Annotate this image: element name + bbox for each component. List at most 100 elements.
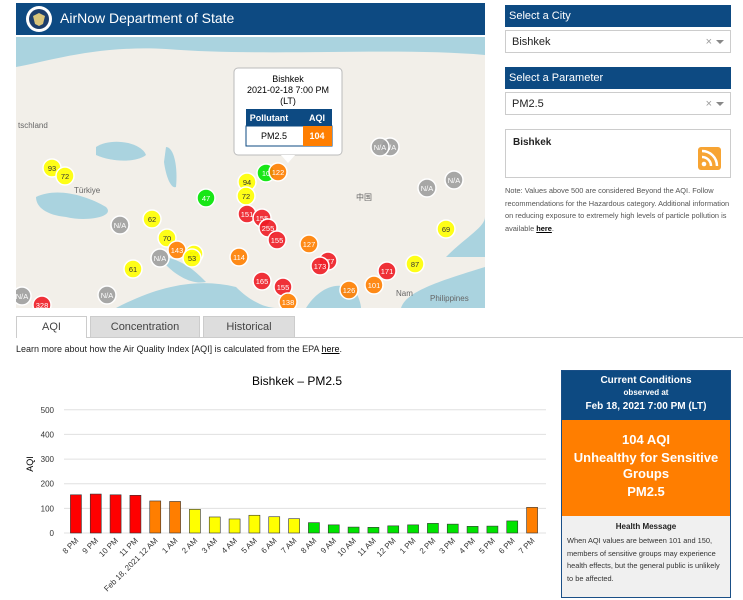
marker-label: 93 (48, 164, 56, 173)
bar (90, 494, 101, 533)
map-marker[interactable]: 62 (143, 210, 161, 228)
bar (308, 523, 319, 533)
header: AirNow Department of State (16, 3, 485, 35)
popup-cell: 104 (309, 131, 324, 141)
place-label: Philippines (430, 294, 469, 303)
bar (408, 525, 419, 533)
x-tick-label: 8 PM (61, 536, 81, 556)
x-tick-label: 4 AM (220, 536, 239, 555)
map-marker[interactable]: 126 (340, 281, 358, 299)
marker-label: N/A (114, 221, 127, 230)
marker-label: 173 (314, 262, 327, 271)
map-marker[interactable]: N/A (418, 179, 436, 197)
map-marker[interactable]: 87 (406, 255, 424, 273)
bar (130, 495, 141, 533)
city-value: Bishkek (512, 36, 551, 48)
marker-label: 155 (277, 283, 290, 292)
y-tick-label: 200 (41, 480, 55, 489)
chart: Bishkek – PM2.5 AQI 01002003004005008 PM… (16, 370, 550, 600)
bar (388, 526, 399, 533)
map-marker[interactable]: 47 (197, 189, 215, 207)
map-marker[interactable]: 69 (437, 220, 455, 238)
x-tick-label: 6 PM (497, 536, 517, 556)
clear[interactable]: × (706, 93, 712, 115)
map-marker[interactable]: 155 (268, 231, 286, 249)
parameter-select[interactable]: PM2.5× (505, 92, 731, 115)
map-marker[interactable]: N/A (16, 287, 31, 305)
info-link[interactable]: here (322, 344, 340, 354)
popup-time: 2021-02-18 7:00 PM (247, 85, 329, 95)
x-tick-label: 5 PM (477, 536, 497, 556)
map-marker[interactable]: 122 (269, 163, 287, 181)
map-marker[interactable]: 53 (183, 249, 201, 267)
y-axis-label: AQI (25, 456, 35, 472)
x-tick-label: 5 AM (240, 536, 259, 555)
pollutant: PM2.5 (562, 484, 730, 500)
marker-label: 87 (411, 260, 419, 269)
map-marker[interactable]: 328 (33, 296, 51, 308)
header-title: AirNow Department of State (60, 10, 234, 26)
map-marker[interactable]: N/A (371, 138, 389, 156)
y-tick-label: 500 (41, 406, 55, 415)
map-marker[interactable]: 173 (311, 257, 329, 275)
observed: observed at (562, 388, 730, 397)
map-marker[interactable]: N/A (111, 216, 129, 234)
note-link[interactable]: here (536, 224, 552, 233)
x-tick-label: 11 AM (356, 536, 378, 558)
bar (427, 523, 438, 533)
map-marker[interactable]: 127 (300, 235, 318, 253)
bar (487, 526, 498, 533)
bar (170, 501, 181, 533)
bar (150, 501, 161, 533)
map-marker[interactable]: N/A (445, 171, 463, 189)
bar (269, 517, 280, 533)
city-select[interactable]: Bishkek × (505, 30, 731, 53)
bar (368, 527, 379, 533)
bar (229, 519, 240, 533)
marker-label: 122 (272, 168, 285, 177)
marker-label: 61 (129, 265, 137, 274)
marker-label: N/A (421, 184, 434, 193)
map-marker[interactable]: 101 (365, 276, 383, 294)
bar (209, 517, 220, 533)
marker-label: 126 (343, 286, 356, 295)
place-label: tschland (18, 121, 48, 130)
info: Learn more about how the Air Quality Ind… (16, 344, 342, 354)
x-tick-label: 3 PM (438, 536, 458, 556)
map-marker[interactable]: 171 (378, 262, 396, 280)
marker-label: 101 (368, 281, 381, 290)
info-end: . (340, 344, 343, 354)
map-marker[interactable]: 165 (253, 272, 271, 290)
map-marker[interactable]: 114 (230, 248, 248, 266)
rss-icon[interactable] (698, 147, 721, 170)
bar (467, 526, 478, 533)
place-label: Türkiye (74, 186, 101, 195)
map-marker[interactable]: 138 (279, 293, 297, 308)
feed-box: Bishkek (505, 129, 731, 178)
marker-label: 114 (233, 253, 245, 262)
bar (189, 509, 200, 533)
map-marker[interactable]: 72 (56, 167, 74, 185)
map-marker[interactable]: 72 (237, 187, 255, 205)
clear[interactable]: × (706, 31, 712, 53)
x-tick-label: 12 PM (375, 536, 398, 559)
marker-label: N/A (16, 292, 28, 301)
marker-label: 47 (202, 194, 210, 203)
marker-label: N/A (448, 176, 461, 185)
map-marker[interactable]: N/A (98, 286, 116, 304)
x-tick-label: 2 PM (418, 536, 438, 556)
marker-label: 165 (256, 277, 269, 286)
x-tick-label: 10 AM (336, 536, 359, 559)
tab[interactable]: Concentration (90, 316, 200, 337)
note-end: . (552, 224, 554, 233)
tab[interactable]: AQI (16, 316, 87, 338)
marker-label: 171 (381, 267, 394, 276)
tab[interactable]: Historical (203, 316, 295, 337)
y-tick-label: 400 (41, 430, 55, 439)
feed-title: Bishkek (513, 137, 551, 148)
map-marker[interactable]: N/A (151, 249, 169, 267)
marker-label: 69 (442, 225, 450, 234)
map[interactable]: tschlandTürkiye中国NamPhilippines937247947… (16, 37, 485, 308)
popup-cell: PM2.5 (261, 131, 287, 141)
map-marker[interactable]: 61 (124, 260, 142, 278)
